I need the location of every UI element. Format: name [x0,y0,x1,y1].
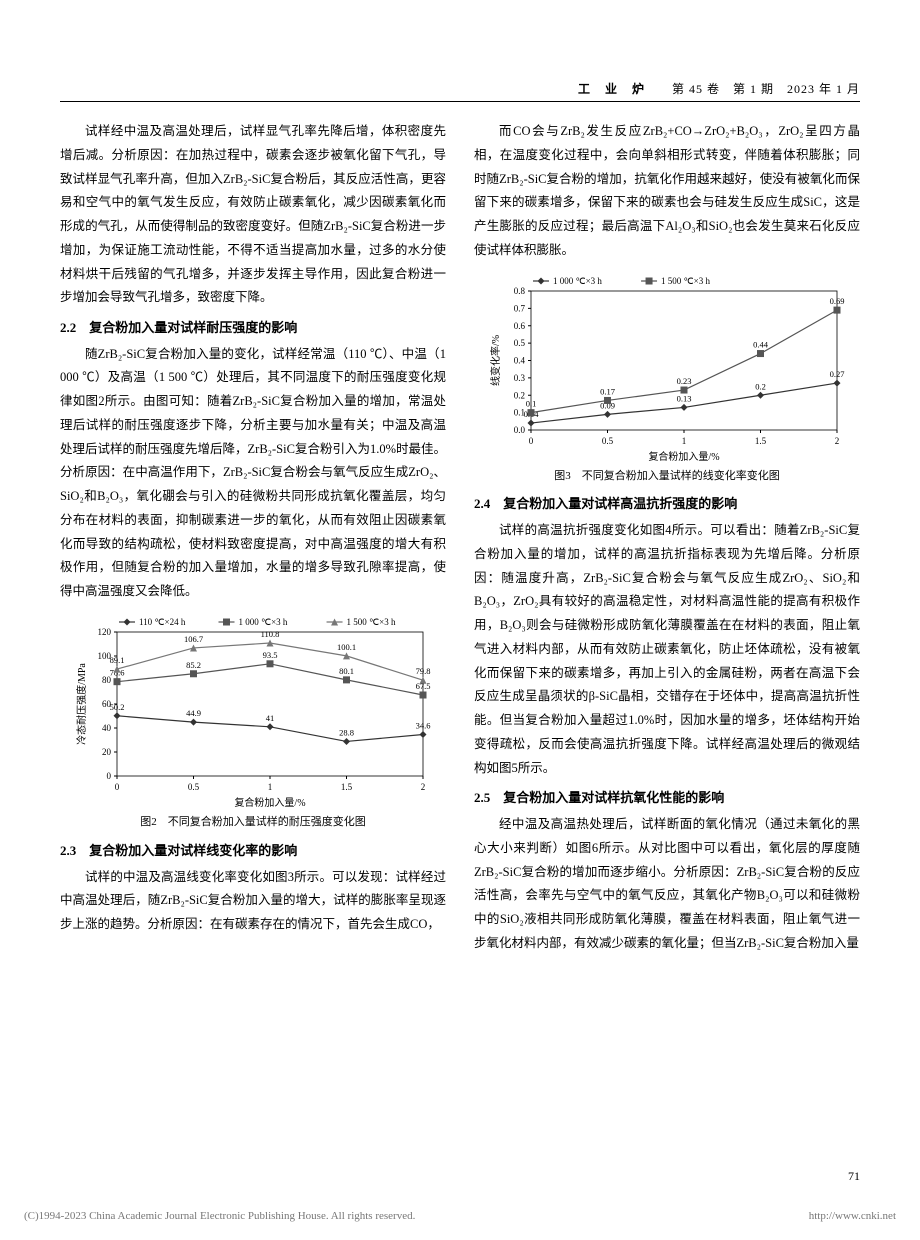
svg-text:1 500 ℃×3 h: 1 500 ℃×3 h [347,617,396,627]
para-right-1: 而CO会与ZrB₂发生反应ZrB₂+CO→ZrO₂+B₂O₃，ZrO₂呈四方晶相… [474,120,860,263]
svg-text:80.1: 80.1 [339,666,354,676]
svg-text:1.5: 1.5 [755,436,767,446]
svg-text:93.5: 93.5 [263,650,278,660]
svg-text:1.5: 1.5 [341,782,353,792]
figure-3-caption: 图3 不同复合粉加入量试样的线变化率变化图 [474,466,860,487]
svg-text:20: 20 [102,747,112,757]
svg-text:复合粉加入量/%: 复合粉加入量/% [234,796,305,809]
svg-text:0.69: 0.69 [830,296,845,306]
svg-text:1 000 ℃×3 h: 1 000 ℃×3 h [239,617,288,627]
svg-text:0: 0 [115,782,120,792]
para-left-3: 试样的中温及高温线变化率变化如图3所示。可以发现：试样经过中高温处理后，随ZrB… [60,866,446,937]
svg-text:34.6: 34.6 [416,720,431,730]
heading-2-4: 2.4 复合粉加入量对试样高温抗折强度的影响 [474,492,860,517]
journal-name: 工 业 炉 [578,82,650,96]
svg-text:2: 2 [835,436,840,446]
svg-text:1: 1 [682,436,687,446]
para-right-4: 试样的高温抗折强度变化如图4所示。可以看出：随着ZrB₂-SiC复合粉加入量的增… [474,519,860,780]
heading-2-2: 2.2 复合粉加入量对试样耐压强度的影响 [60,316,446,341]
svg-text:1 000 ℃×3 h: 1 000 ℃×3 h [553,276,602,286]
svg-text:0.27: 0.27 [830,369,845,379]
figure-2: 02040608010012000.511.52复合粉加入量/%冷态耐压强度/M… [60,610,446,810]
svg-text:106.7: 106.7 [184,634,203,644]
svg-text:28.8: 28.8 [339,727,354,737]
page-header: 工 业 炉 第 45 卷 第 1 期 2023 年 1 月 [60,80,860,102]
svg-text:1 500 ℃×3 h: 1 500 ℃×3 h [661,276,710,286]
figure-3-chart: 0.00.10.20.30.40.50.60.70.800.511.52复合粉加… [487,269,847,464]
svg-text:0.17: 0.17 [600,386,615,396]
svg-text:85.2: 85.2 [186,660,201,670]
svg-text:1: 1 [268,782,273,792]
svg-text:110 ℃×24 h: 110 ℃×24 h [139,617,186,627]
svg-text:0.0: 0.0 [514,425,526,435]
svg-text:50.2: 50.2 [110,702,125,712]
issue-info: 第 45 卷 第 1 期 2023 年 1 月 [672,82,860,96]
para-right-5: 经中温及高温热处理后，试样断面的氧化情况（通过未氧化的黑心大小来判断）如图6所示… [474,813,860,956]
heading-2-5: 2.5 复合粉加入量对试样抗氧化性能的影响 [474,786,860,811]
two-column-layout: 试样经中温及高温处理后，试样显气孔率先降后增，体积密度先增后减。分析原因：在加热… [60,120,860,956]
svg-text:复合粉加入量/%: 复合粉加入量/% [648,450,719,463]
para-left-2: 随ZrB₂-SiC复合粉加入量的变化，试样经常温（110 ℃）、中温（1 000… [60,343,446,604]
svg-text:41: 41 [266,713,275,723]
page-number: 71 [848,1169,860,1184]
footer-copyright: (C)1994-2023 China Academic Journal Elec… [24,1210,415,1222]
svg-text:0.5: 0.5 [602,436,614,446]
footer: (C)1994-2023 China Academic Journal Elec… [24,1210,896,1222]
svg-text:0.6: 0.6 [514,320,526,330]
svg-text:2: 2 [421,782,426,792]
svg-text:0.23: 0.23 [677,376,692,386]
right-column: 而CO会与ZrB₂发生反应ZrB₂+CO→ZrO₂+B₂O₃，ZrO₂呈四方晶相… [474,120,860,956]
svg-text:0.8: 0.8 [514,286,526,296]
footer-url: http://www.cnki.net [809,1210,896,1222]
svg-text:0.44: 0.44 [753,339,769,349]
svg-text:冷态耐压强度/MPa: 冷态耐压强度/MPa [75,663,88,745]
svg-text:0.3: 0.3 [514,372,526,382]
svg-text:0.5: 0.5 [188,782,200,792]
svg-text:44.9: 44.9 [186,708,201,718]
para-left-1: 试样经中温及高温处理后，试样显气孔率先降后增，体积密度先增后减。分析原因：在加热… [60,120,446,310]
left-column: 试样经中温及高温处理后，试样显气孔率先降后增，体积密度先增后减。分析原因：在加热… [60,120,446,956]
svg-text:0.4: 0.4 [514,355,526,365]
svg-text:0.1: 0.1 [526,398,537,408]
svg-text:0.2: 0.2 [514,390,525,400]
svg-text:0: 0 [107,771,112,781]
svg-text:40: 40 [102,723,112,733]
svg-text:0.2: 0.2 [755,381,766,391]
svg-text:89.1: 89.1 [110,655,125,665]
svg-text:110.8: 110.8 [261,629,280,639]
svg-text:0.13: 0.13 [677,393,692,403]
figure-2-chart: 02040608010012000.511.52复合粉加入量/%冷态耐压强度/M… [73,610,433,810]
svg-text:100.1: 100.1 [337,642,356,652]
svg-text:线变化率/%: 线变化率/% [489,334,502,385]
svg-text:79.8: 79.8 [416,666,431,676]
svg-text:0.7: 0.7 [514,303,526,313]
svg-text:0: 0 [529,436,534,446]
figure-3: 0.00.10.20.30.40.50.60.70.800.511.52复合粉加… [474,269,860,464]
figure-2-caption: 图2 不同复合粉加入量试样的耐压强度变化图 [60,812,446,833]
heading-2-3: 2.3 复合粉加入量对试样线变化率的影响 [60,839,446,864]
svg-text:0.5: 0.5 [514,338,526,348]
svg-text:120: 120 [98,627,112,637]
